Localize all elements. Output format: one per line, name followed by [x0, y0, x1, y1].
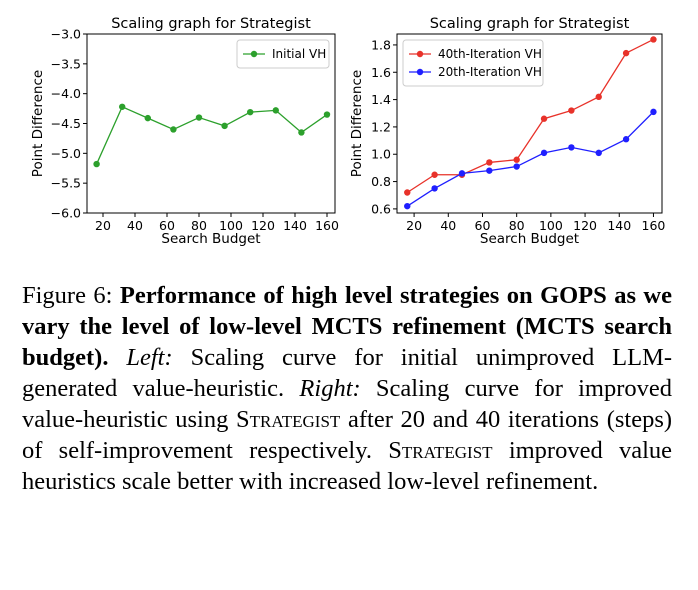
right-series-1-point	[568, 144, 575, 151]
caption-strategist-2: Strategist	[388, 437, 493, 464]
right-ylabel: Point Difference	[349, 70, 365, 177]
caption-left-label: Left:	[126, 344, 173, 371]
left-title: Scaling graph for Strategist	[111, 16, 311, 32]
figure-charts: Scaling graph for Strategist 20 40 60 80 100 1…	[30, 16, 665, 247]
left-ytick-label: −4.0	[51, 86, 81, 101]
left-ytick-label: −3.0	[51, 27, 81, 42]
right-series-1-point	[650, 108, 657, 116]
right-plot-frame	[396, 33, 663, 214]
left-series-0-point	[144, 114, 151, 122]
left-xtick-label: 160	[315, 218, 339, 233]
chart-right: Scaling graph for Strategist 20 40 60 80 100 1…	[349, 16, 665, 247]
left-series-0-line	[96, 105, 328, 165]
right-series-0-point	[650, 36, 657, 43]
right-series-1-point	[622, 136, 630, 143]
right-xtick-label: 40	[440, 218, 456, 233]
right-series-0-line	[406, 38, 654, 194]
left-series-0-point	[247, 108, 254, 116]
chart-left: Scaling graph for Strategist 20 40 60 80 100 1…	[30, 16, 339, 247]
right-legend-marker	[416, 50, 424, 58]
right-title: Scaling graph for Strategist	[430, 16, 630, 32]
right-series-1-point	[595, 149, 602, 157]
right-xtick-label: 80	[509, 218, 525, 233]
right-series-1-point	[486, 167, 493, 174]
left-ytick-label: −6.0	[51, 206, 81, 221]
right-xtick-label: 20	[406, 218, 422, 233]
caption-right-text-2: after 20 and 40 iterations (steps) of se…	[22, 406, 673, 464]
right-xtick-label: 60	[475, 218, 491, 233]
right-series-1-point	[540, 149, 548, 157]
left-xtick-label: 60	[159, 218, 175, 233]
caption-right-label: Right:	[299, 375, 361, 402]
right-series-1-point	[431, 185, 438, 192]
left-ylabel: Point Difference	[30, 70, 46, 177]
left-ytick-label: −4.5	[51, 116, 81, 131]
left-xlabel: Search Budget	[161, 231, 260, 247]
right-legend-marker	[416, 68, 424, 76]
left-ytick-label: −5.0	[51, 146, 81, 161]
right-series-0-point	[404, 189, 411, 196]
left-xtick-label: 80	[191, 218, 207, 233]
right-series-1-point	[458, 170, 466, 177]
caption-right-text-1: Scaling curve for improved value-heurist…	[22, 375, 673, 433]
left-xtick-label: 20	[95, 218, 111, 233]
left-xtick-label: 100	[219, 218, 243, 233]
left-ytick-label: −5.5	[51, 176, 81, 191]
right-legend-label: 20th-Iteration VH	[438, 65, 542, 79]
right-series-1-point	[404, 202, 411, 210]
left-series-0-point	[272, 107, 279, 114]
right-xtick-label: 140	[607, 218, 631, 233]
left-series-0-point	[195, 114, 203, 121]
left-legend	[236, 39, 330, 69]
right-ytick-label: 1.4	[371, 92, 391, 107]
right-legend-label: 40th-Iteration VH	[438, 47, 542, 61]
left-ytick-label: −3.5	[51, 56, 81, 71]
figure-caption: Figure 6: Performance of high level stra…	[22, 280, 672, 497]
caption-left-text: Scaling curve for initial unimproved LLM…	[22, 344, 673, 402]
right-legend	[402, 39, 544, 87]
right-series-0-point	[513, 156, 520, 163]
right-series-1-point	[513, 163, 520, 170]
left-series-0-point	[323, 111, 331, 118]
right-series-0-point	[595, 93, 602, 101]
right-xlabel: Search Budget	[480, 231, 579, 247]
caption-bold-text: Performance of high level strategies on …	[22, 282, 673, 371]
left-legend-label: Initial VH	[272, 47, 326, 61]
right-xtick-label: 160	[642, 218, 666, 233]
left-xtick-label: 140	[283, 218, 307, 233]
right-ytick-label: 0.8	[371, 174, 391, 189]
left-xtick-label: 120	[251, 218, 275, 233]
right-ytick-label: 1.2	[371, 119, 391, 134]
right-ytick-label: 1.8	[371, 37, 391, 52]
right-xtick-label: 100	[539, 218, 563, 233]
left-legend-marker	[250, 50, 258, 58]
left-series-0-point	[93, 160, 100, 168]
right-ytick-label: 1.0	[371, 147, 391, 162]
right-ytick-label: 0.6	[371, 201, 391, 216]
right-series-0-point	[568, 107, 575, 114]
left-series-0-point	[119, 103, 126, 110]
right-series-0-point	[486, 159, 493, 166]
right-series-1-line	[406, 111, 654, 207]
right-series-0-point	[622, 49, 630, 57]
left-series-0-point	[298, 129, 305, 136]
right-ytick-label: 1.6	[371, 65, 391, 80]
caption-label: Figure 6:	[22, 282, 113, 309]
right-series-0-point	[431, 171, 438, 178]
caption-strategist: Strategist	[236, 406, 341, 433]
caption-final-text: improved value heuristics scale better w…	[22, 437, 673, 495]
left-series-0-point	[221, 122, 228, 130]
left-series-0-point	[170, 126, 177, 133]
right-series-0-point	[540, 115, 548, 122]
right-xtick-label: 120	[573, 218, 597, 233]
left-xtick-label: 40	[127, 218, 143, 233]
